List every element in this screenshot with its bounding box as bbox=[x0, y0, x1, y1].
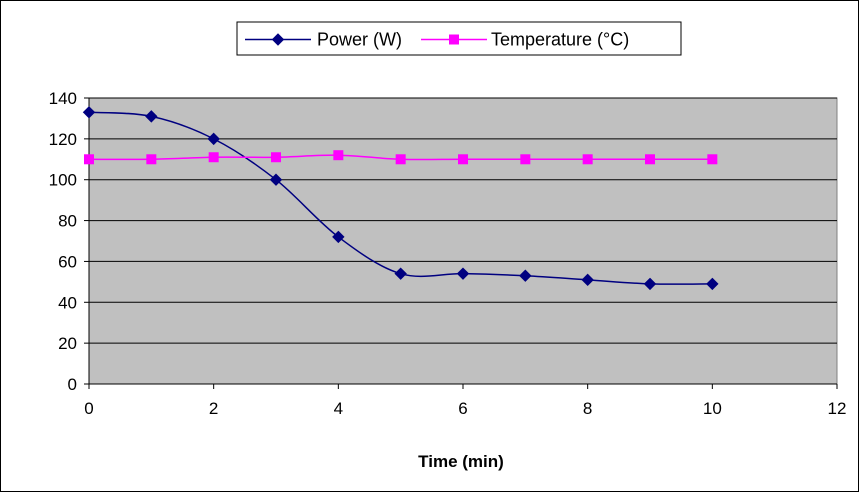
y-tick-label: 140 bbox=[49, 89, 77, 108]
data-point bbox=[582, 154, 593, 165]
legend-swatch-marker bbox=[271, 33, 285, 46]
y-tick-label: 20 bbox=[58, 334, 77, 353]
data-point bbox=[456, 267, 470, 280]
series-line bbox=[88, 111, 713, 285]
data-point bbox=[519, 269, 532, 282]
data-point bbox=[145, 110, 158, 123]
series-layer bbox=[82, 106, 719, 291]
y-tick-label: 120 bbox=[49, 130, 77, 149]
data-point bbox=[332, 230, 345, 244]
data-point bbox=[333, 150, 344, 161]
y-tick-label: 40 bbox=[58, 293, 77, 312]
legend-label: Power (W) bbox=[317, 30, 402, 50]
data-point bbox=[207, 132, 220, 146]
y-tick-label: 100 bbox=[49, 171, 77, 190]
data-point bbox=[269, 173, 283, 186]
y-tick-label: 80 bbox=[58, 212, 77, 231]
y-tick-label: 60 bbox=[58, 252, 77, 271]
x-tick-label: 12 bbox=[828, 399, 847, 418]
plot-area bbox=[88, 97, 838, 385]
x-tick-label: 2 bbox=[209, 399, 218, 418]
legend-swatch-marker bbox=[449, 34, 459, 45]
series-power bbox=[82, 106, 719, 291]
data-point bbox=[520, 154, 531, 165]
x-tick-label: 0 bbox=[84, 399, 93, 418]
data-point bbox=[394, 267, 407, 280]
legend-entry: Power (W) bbox=[245, 30, 402, 50]
x-axis-title: Time (min) bbox=[418, 452, 504, 471]
data-point bbox=[146, 154, 157, 165]
data-point bbox=[645, 154, 655, 165]
series-temperature bbox=[84, 150, 718, 165]
x-tick-label: 8 bbox=[583, 399, 592, 418]
data-point bbox=[271, 152, 281, 163]
legend: Power (W) Temperature (°C) bbox=[236, 21, 682, 56]
y-tick-label: 0 bbox=[68, 375, 77, 394]
data-point bbox=[458, 154, 468, 165]
data-point bbox=[643, 277, 657, 291]
legend-entry: Temperature (°C) bbox=[421, 30, 629, 50]
data-point bbox=[581, 273, 594, 287]
axes: 0 20 40 60 80 100 120 140 0 2 4 6 8 10 12 bbox=[49, 89, 847, 418]
data-point bbox=[208, 152, 219, 163]
data-point bbox=[82, 106, 96, 119]
data-point bbox=[706, 277, 719, 291]
x-tick-label: 6 bbox=[458, 399, 467, 418]
x-tick-label: 4 bbox=[334, 399, 343, 418]
data-point bbox=[707, 154, 718, 165]
data-point bbox=[84, 154, 94, 165]
data-point bbox=[395, 154, 406, 165]
legend-label: Temperature (°C) bbox=[491, 30, 629, 50]
x-tick-label: 10 bbox=[703, 399, 722, 418]
